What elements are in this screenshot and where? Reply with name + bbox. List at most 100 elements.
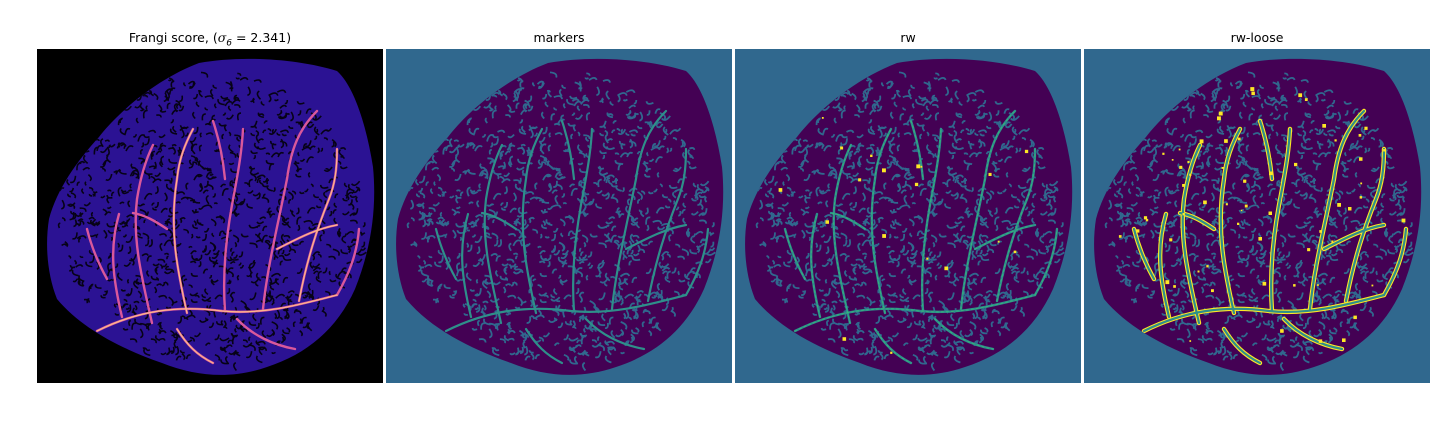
speckle	[1364, 126, 1368, 130]
vessel-segment	[1181, 143, 1202, 325]
speckle	[1294, 162, 1298, 167]
speckle	[1218, 111, 1223, 116]
vessel-segment	[974, 224, 1036, 250]
vessel-segment	[1344, 147, 1386, 303]
vessel-segment	[584, 317, 646, 351]
speckle	[1280, 329, 1284, 333]
speckle	[920, 165, 923, 168]
speckle	[1221, 167, 1224, 169]
vessel-segment	[1322, 223, 1386, 251]
vessel-segment	[560, 119, 576, 181]
speckle	[1165, 280, 1170, 285]
vessel-segment	[1382, 227, 1408, 297]
speckle	[1371, 284, 1374, 287]
speckle	[926, 257, 929, 260]
panel-markers	[386, 49, 732, 383]
speckle	[882, 168, 886, 173]
speckle	[1225, 203, 1228, 206]
vessel-segment	[1034, 228, 1058, 296]
speckle	[821, 117, 824, 119]
speckle	[1237, 137, 1241, 141]
speckle	[825, 220, 829, 224]
speckle	[1250, 87, 1255, 92]
speckle	[1251, 91, 1255, 96]
speckle	[1358, 134, 1362, 137]
vessel-segment	[461, 212, 473, 319]
vessel-segment	[1270, 127, 1292, 313]
vessel-segment	[934, 318, 994, 350]
loose-speckles	[1116, 87, 1406, 343]
speckle	[1258, 237, 1262, 241]
speckle	[1240, 209, 1243, 212]
speckle	[1383, 149, 1386, 152]
panel-title-rw-loose: rw-loose	[1230, 30, 1284, 45]
vessel-segment	[480, 211, 518, 231]
speckle	[1359, 196, 1363, 199]
vessel-segment	[833, 144, 852, 324]
speckle	[1318, 339, 1323, 343]
vessel-segment	[298, 148, 338, 302]
panel-rw-loose	[1084, 49, 1430, 383]
vessel-segment	[610, 109, 668, 311]
vessel-segment	[211, 119, 227, 181]
speckle	[916, 164, 921, 169]
vessel-segment	[646, 147, 688, 303]
vessel-segment	[874, 328, 912, 364]
vessel-segment	[176, 328, 214, 364]
rw-loose-image	[1084, 49, 1430, 383]
vessel-segment	[624, 223, 688, 251]
vessel-segment	[1132, 227, 1156, 281]
vessel-segment	[131, 211, 169, 231]
speckle	[1244, 204, 1248, 208]
vessel-segment	[830, 212, 866, 230]
vessel-segment	[1219, 127, 1242, 315]
panel-title-frangi: Frangi score, (σ6 = 2.341)	[128, 30, 292, 49]
speckle	[1143, 216, 1148, 220]
speckle	[1224, 139, 1228, 143]
speckle	[1182, 184, 1185, 187]
vessel-segment	[444, 293, 688, 333]
loose-speckles	[778, 117, 1029, 354]
vessel-segment	[810, 213, 821, 318]
speckle	[870, 154, 873, 157]
vessel-segment	[85, 227, 109, 281]
vessel-segment	[793, 293, 1037, 333]
vessel-segment	[784, 228, 806, 280]
speckle	[1203, 200, 1207, 205]
speckle	[1317, 284, 1319, 286]
speckle	[1118, 235, 1122, 238]
speckle	[1331, 240, 1334, 243]
vessel-segment	[572, 127, 594, 313]
vessel-segment	[521, 127, 544, 315]
speckle	[1173, 285, 1176, 288]
speckle	[1197, 270, 1200, 273]
speckle	[1237, 222, 1240, 225]
vessel-segment	[524, 327, 564, 365]
vessel-edges	[784, 110, 1058, 364]
speckle	[1360, 182, 1363, 185]
speckle	[1342, 338, 1346, 342]
speckle	[914, 182, 919, 187]
speckle	[1145, 218, 1149, 222]
speckle	[1348, 207, 1352, 211]
vessel-segment	[1282, 317, 1344, 351]
speckle	[1206, 265, 1209, 268]
speckle	[1319, 230, 1322, 233]
panel-frangi	[37, 49, 383, 383]
vessel-segment	[996, 148, 1036, 302]
vessel-segment	[222, 127, 245, 313]
speckle	[890, 351, 893, 354]
speckle	[988, 172, 992, 176]
speckle	[1189, 340, 1192, 342]
panel-title-rw: rw	[900, 30, 916, 45]
speckle	[1013, 250, 1017, 254]
speckle	[1187, 160, 1190, 163]
vessel-segment	[276, 224, 338, 250]
speckle	[1334, 139, 1337, 142]
speckle	[1307, 248, 1311, 252]
speckle	[997, 240, 1000, 243]
vessel-segment	[1142, 293, 1386, 333]
vessel-network	[1132, 109, 1408, 365]
speckle	[1024, 149, 1029, 154]
vessel-segment	[483, 143, 504, 325]
